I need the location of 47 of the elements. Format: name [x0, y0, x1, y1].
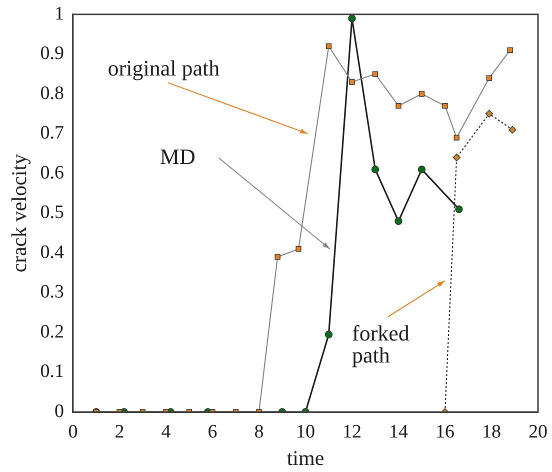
- annotation: forked path: [352, 320, 410, 368]
- x-tick-label: 16: [435, 421, 454, 442]
- point: [508, 126, 516, 134]
- x-tick-label: 20: [528, 421, 548, 442]
- y-tick-label: 0.9: [40, 43, 64, 64]
- point: [442, 103, 448, 109]
- y-tick-label: 0.3: [40, 282, 64, 303]
- x-tick-label: 10: [296, 421, 315, 442]
- point: [326, 43, 332, 50]
- point: [394, 217, 402, 225]
- y-tick-label: 1: [54, 3, 64, 24]
- x-tick-label: 18: [482, 421, 501, 442]
- point: [371, 166, 380, 174]
- y-tick-label: 0.7: [40, 122, 64, 144]
- point: [274, 254, 280, 260]
- y-axis-title: crack velocity: [7, 154, 32, 272]
- y-tick-label: 0.6: [40, 162, 64, 184]
- y-tick-label: 0.1: [40, 361, 64, 382]
- point: [372, 71, 378, 77]
- point: [348, 14, 356, 22]
- x-axis-title: time: [286, 446, 324, 470]
- point: [324, 330, 333, 338]
- point: [507, 47, 513, 54]
- x-tick-label: 0: [68, 421, 78, 442]
- point: [418, 91, 425, 97]
- point: [485, 110, 494, 118]
- x-tick-label: 8: [254, 421, 264, 442]
- point: [349, 79, 355, 85]
- x-tick-label: 4: [161, 421, 172, 442]
- point: [454, 134, 460, 140]
- y-tick-label: 0.4: [40, 242, 64, 263]
- annotation: MD: [160, 144, 196, 169]
- y-tick-label: 0.2: [40, 321, 64, 342]
- y-tick-label: 0: [54, 400, 64, 422]
- y-tick-label: 0.5: [40, 202, 64, 224]
- x-tick-label: 12: [342, 421, 362, 442]
- point: [486, 75, 492, 81]
- y-tick-label: 0.8: [40, 82, 64, 104]
- point: [296, 246, 302, 252]
- x-tick-label: 6: [208, 421, 218, 442]
- x-tick-label: 14: [388, 421, 408, 442]
- annotation: original path: [108, 55, 220, 80]
- point: [452, 154, 460, 162]
- x-tick-label: 2: [114, 421, 124, 442]
- point: [396, 103, 402, 109]
- point: [418, 166, 426, 174]
- point: [455, 205, 463, 214]
